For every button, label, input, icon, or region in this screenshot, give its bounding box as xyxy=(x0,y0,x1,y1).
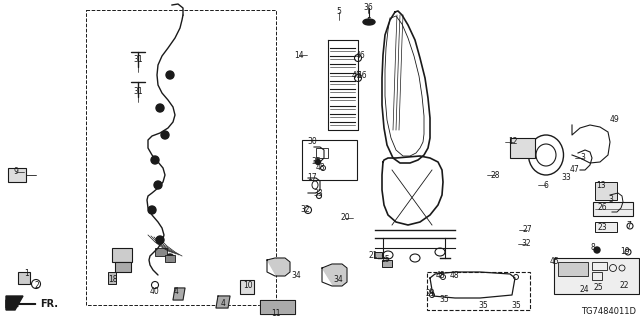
Text: 27: 27 xyxy=(522,226,532,235)
Text: 3: 3 xyxy=(580,154,586,163)
Text: TG7484011D: TG7484011D xyxy=(582,308,637,316)
Bar xyxy=(427,272,530,310)
Bar xyxy=(382,260,392,267)
Text: 34: 34 xyxy=(333,276,343,284)
Text: 33: 33 xyxy=(561,172,571,181)
Bar xyxy=(554,258,639,294)
Text: FR.: FR. xyxy=(40,299,58,309)
Bar xyxy=(86,10,276,305)
Polygon shape xyxy=(323,265,346,285)
Text: 40: 40 xyxy=(150,287,160,297)
Text: 14: 14 xyxy=(294,51,304,60)
Text: 4: 4 xyxy=(173,286,179,295)
Text: 16: 16 xyxy=(357,71,367,81)
Text: 4: 4 xyxy=(221,299,225,308)
Text: 25: 25 xyxy=(593,283,603,292)
Text: 11: 11 xyxy=(271,308,281,317)
Text: 8: 8 xyxy=(591,244,595,252)
Bar xyxy=(558,262,588,276)
Ellipse shape xyxy=(363,19,375,25)
Ellipse shape xyxy=(594,247,600,253)
Text: 21: 21 xyxy=(368,251,378,260)
Text: 9: 9 xyxy=(13,167,19,177)
Polygon shape xyxy=(216,296,230,308)
Text: 31: 31 xyxy=(133,87,143,97)
Bar xyxy=(595,182,617,200)
Bar xyxy=(592,272,602,280)
Text: 2: 2 xyxy=(35,281,40,290)
Text: 20: 20 xyxy=(340,213,350,222)
Polygon shape xyxy=(268,259,289,275)
Text: 23: 23 xyxy=(597,223,607,233)
Bar xyxy=(592,262,607,270)
Bar xyxy=(240,280,254,294)
Ellipse shape xyxy=(154,181,162,189)
Text: 5: 5 xyxy=(337,7,341,17)
Bar xyxy=(595,222,617,232)
Text: 35: 35 xyxy=(511,300,521,309)
Bar xyxy=(316,148,328,158)
Text: 45: 45 xyxy=(549,257,559,266)
Bar xyxy=(510,138,535,158)
Text: 12: 12 xyxy=(508,138,518,147)
Text: 3: 3 xyxy=(609,196,613,204)
Text: 30: 30 xyxy=(307,138,317,147)
Bar xyxy=(155,248,167,256)
Ellipse shape xyxy=(161,131,169,139)
Polygon shape xyxy=(260,300,295,314)
Bar xyxy=(593,202,633,216)
Text: 28: 28 xyxy=(490,171,500,180)
Text: 36: 36 xyxy=(363,4,373,12)
Ellipse shape xyxy=(316,159,321,164)
Bar xyxy=(8,168,26,182)
Text: 46: 46 xyxy=(351,71,361,81)
Text: 24: 24 xyxy=(579,285,589,294)
Polygon shape xyxy=(173,288,185,300)
Text: 26: 26 xyxy=(597,203,607,212)
Text: 35: 35 xyxy=(439,295,449,305)
Text: 34: 34 xyxy=(291,270,301,279)
Text: 48: 48 xyxy=(315,163,325,172)
Ellipse shape xyxy=(166,254,174,262)
Polygon shape xyxy=(6,300,20,308)
Text: 7: 7 xyxy=(627,221,632,230)
Text: 22: 22 xyxy=(620,282,628,291)
Bar xyxy=(165,255,175,262)
Bar xyxy=(374,252,382,258)
Ellipse shape xyxy=(148,206,156,214)
Text: 10: 10 xyxy=(243,281,253,290)
Text: 17: 17 xyxy=(307,172,317,181)
Text: 48: 48 xyxy=(435,270,445,279)
Text: 49: 49 xyxy=(609,116,619,124)
Text: 19: 19 xyxy=(620,247,630,257)
Text: 32: 32 xyxy=(521,239,531,249)
Bar xyxy=(112,248,132,262)
Ellipse shape xyxy=(156,104,164,112)
Text: 18: 18 xyxy=(108,276,118,284)
Bar xyxy=(302,140,357,180)
Text: 5: 5 xyxy=(367,18,371,27)
Bar xyxy=(108,272,116,284)
Ellipse shape xyxy=(156,236,164,244)
Text: 13: 13 xyxy=(596,180,606,189)
Text: 1: 1 xyxy=(24,269,29,278)
Text: 35: 35 xyxy=(311,157,321,166)
Text: 33: 33 xyxy=(313,188,323,197)
Ellipse shape xyxy=(151,156,159,164)
Bar xyxy=(18,272,30,284)
Text: 35: 35 xyxy=(478,300,488,309)
Bar xyxy=(115,262,131,272)
Text: 47: 47 xyxy=(569,165,579,174)
Ellipse shape xyxy=(166,71,174,79)
Text: 15: 15 xyxy=(380,254,390,263)
Text: 31: 31 xyxy=(133,55,143,65)
Text: 29: 29 xyxy=(425,289,435,298)
Text: 32: 32 xyxy=(300,205,310,214)
Text: 46: 46 xyxy=(355,51,365,60)
Text: 48: 48 xyxy=(449,270,459,279)
Text: 6: 6 xyxy=(543,180,548,189)
Polygon shape xyxy=(6,296,23,310)
